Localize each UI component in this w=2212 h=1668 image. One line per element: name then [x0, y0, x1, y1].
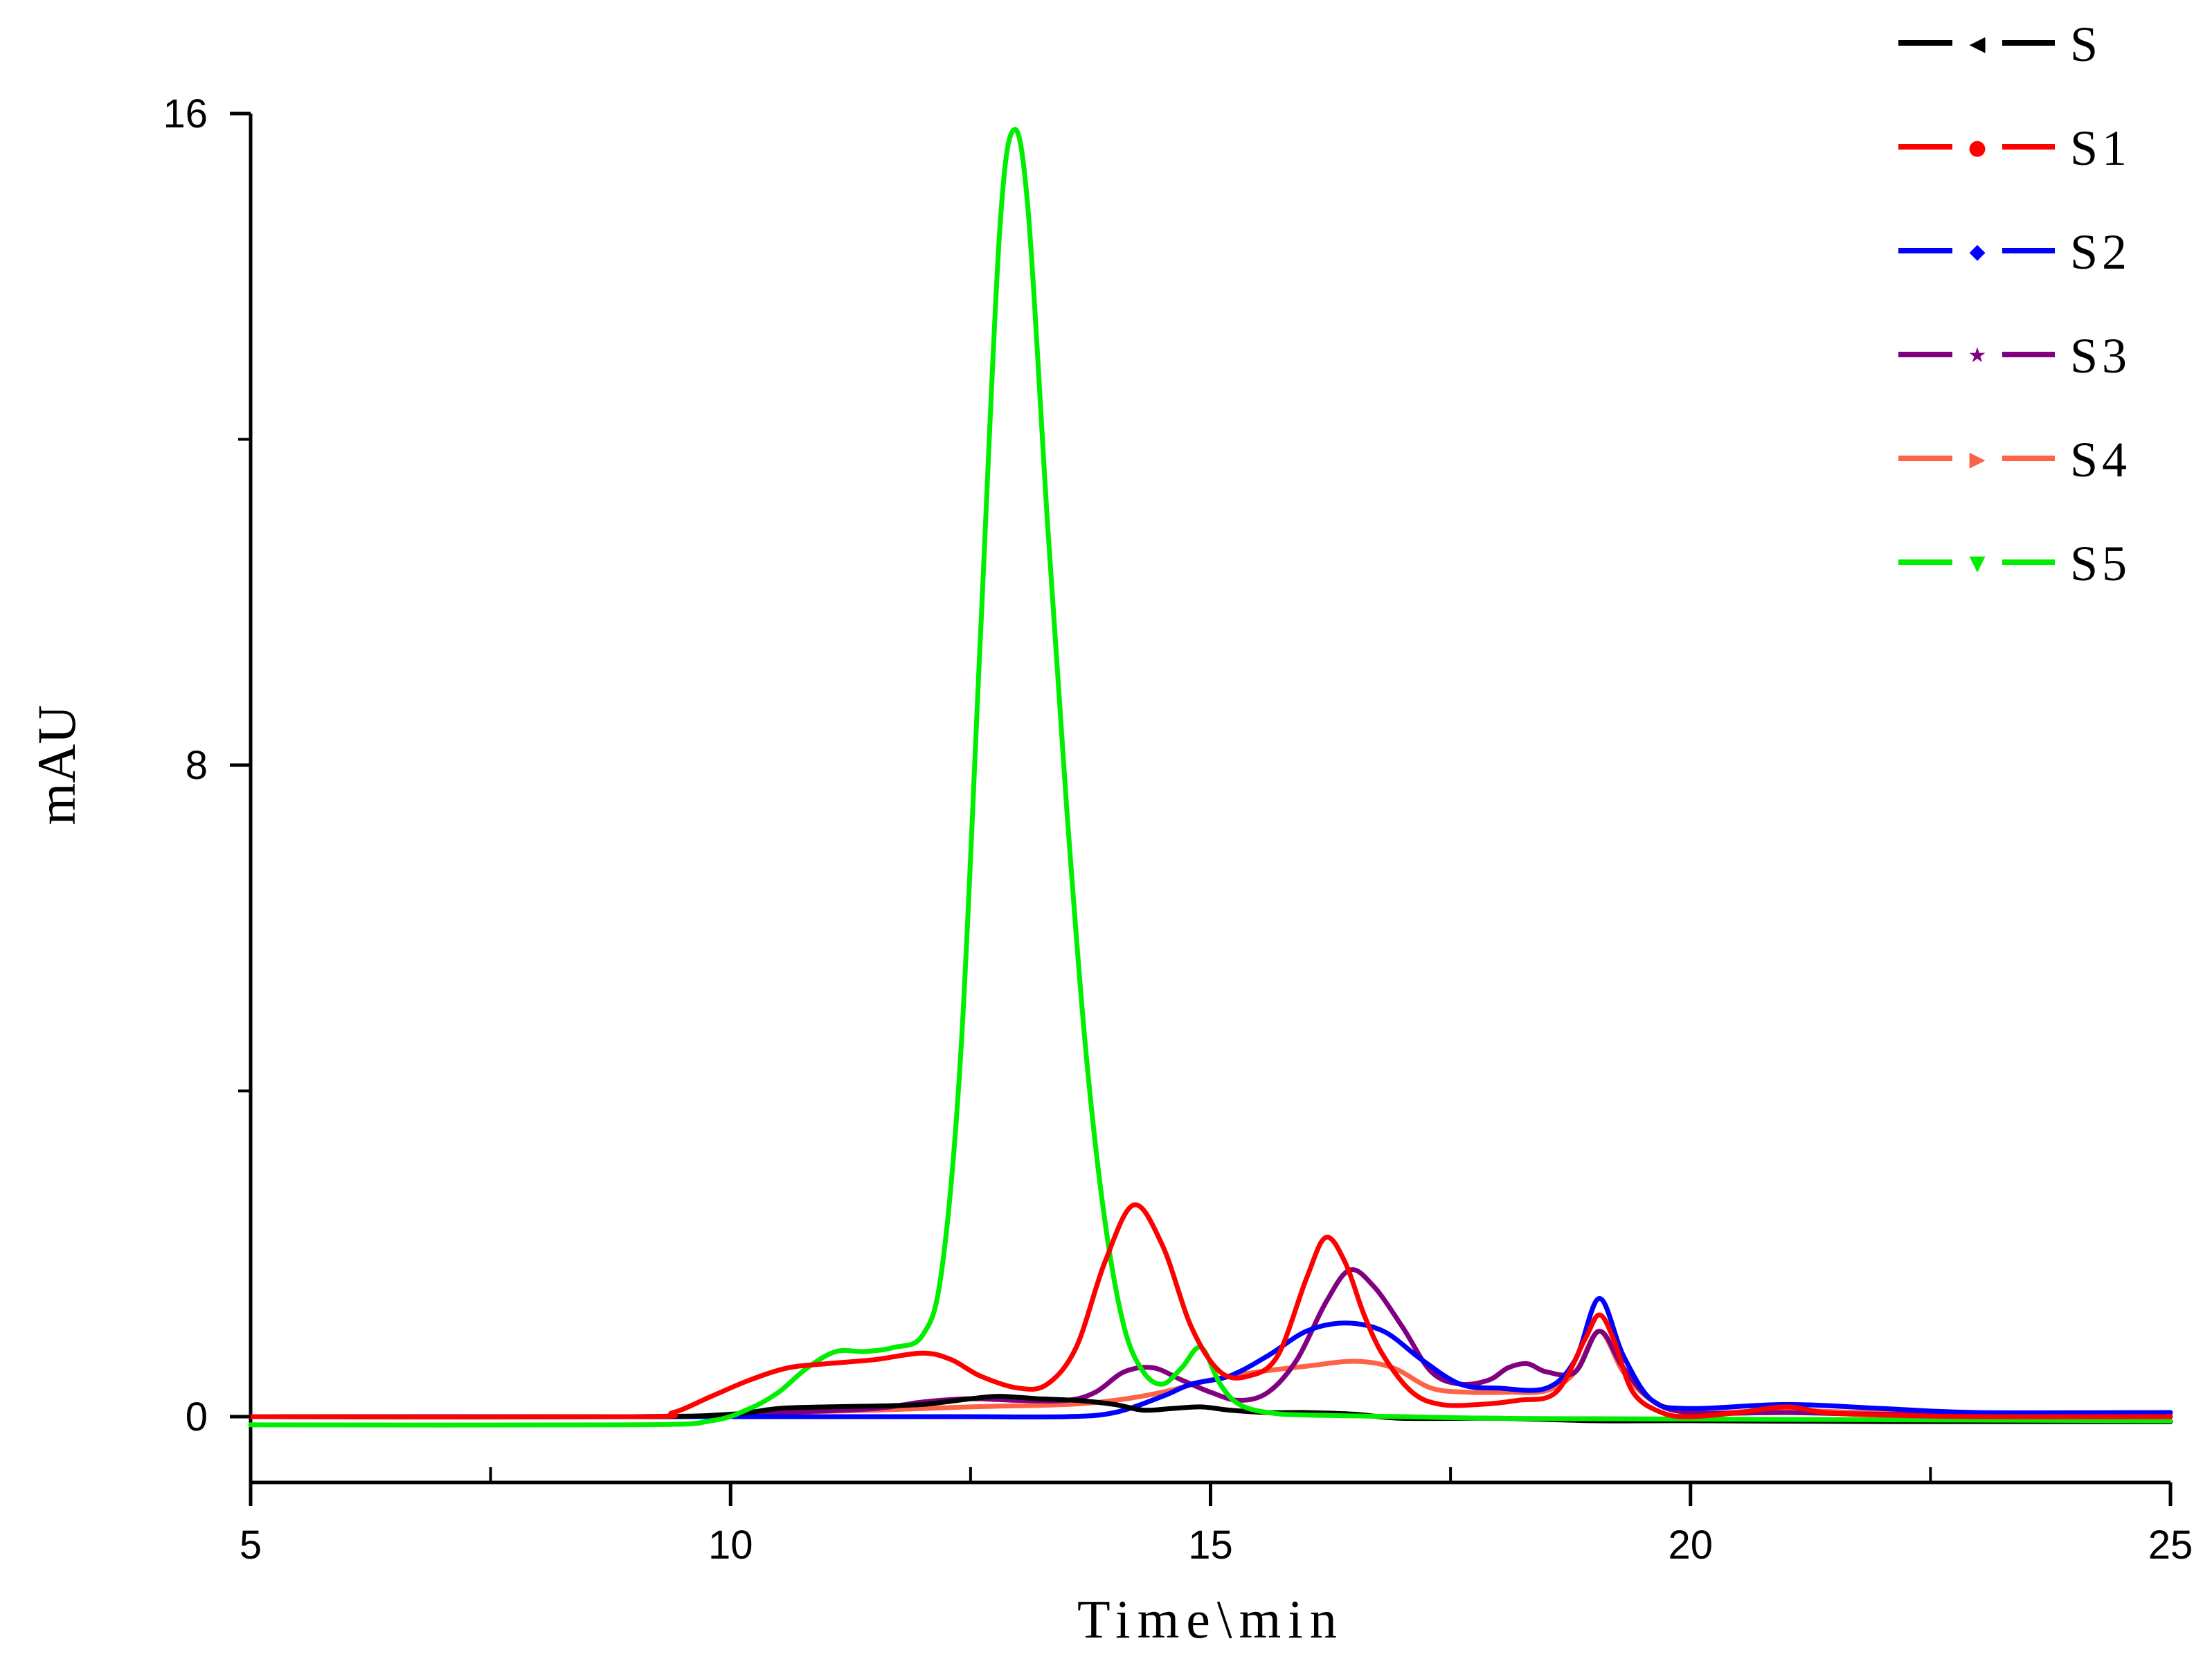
legend-item-s5: ▼ S5: [1898, 536, 2131, 591]
x-axis-ticks: 5 10 15 20 25: [240, 1467, 2193, 1568]
series-group: [248, 127, 2173, 1428]
legend-marker: ▶: [1969, 447, 1985, 472]
legend-marker: ◀: [1969, 32, 1985, 56]
series-line-s1: [248, 1202, 2173, 1419]
legend-marker: ●: [1968, 136, 1986, 160]
legend-label: S: [2070, 17, 2102, 72]
legend-item-s: ◀ S: [1898, 17, 2102, 72]
y-axis-ticks: 0 8 16: [163, 91, 251, 1440]
x-axis-title: Time\min: [1077, 1589, 1344, 1649]
legend-label: S3: [2070, 328, 2131, 384]
legend-marker: ★: [1968, 343, 1987, 368]
y-axis-title: mAU: [26, 705, 87, 825]
legend-marker: ▼: [1969, 551, 1985, 575]
legend-item-s4: ▶ S4: [1898, 432, 2131, 487]
legend-marker: ◆: [1969, 240, 1985, 264]
legend-label: S5: [2070, 536, 2131, 591]
y-tick-label: 8: [186, 743, 208, 788]
x-tick-label: 5: [240, 1523, 262, 1568]
series-line-s4: [248, 1329, 2173, 1419]
x-tick-label: 10: [708, 1523, 753, 1568]
legend-item-s2: ◆ S2: [1898, 224, 2131, 280]
y-tick-label: 16: [163, 91, 208, 136]
x-tick-label: 25: [2148, 1523, 2193, 1568]
x-tick-label: 20: [1668, 1523, 1713, 1568]
series-line-s3: [248, 1267, 2173, 1419]
legend-label: S2: [2070, 224, 2131, 280]
series-line-s5: [248, 127, 2173, 1428]
y-tick-label: 0: [186, 1395, 208, 1440]
legend-item-s3: ★ S3: [1898, 328, 2131, 384]
legend-label: S4: [2070, 432, 2131, 487]
legend-item-s1: ● S1: [1898, 120, 2131, 176]
legend: ◀ S● S1◆ S2★ S3▶ S4▼ S5: [1898, 17, 2131, 591]
axes: [249, 114, 2170, 1485]
legend-label: S1: [2070, 120, 2131, 176]
x-tick-label: 15: [1188, 1523, 1233, 1568]
